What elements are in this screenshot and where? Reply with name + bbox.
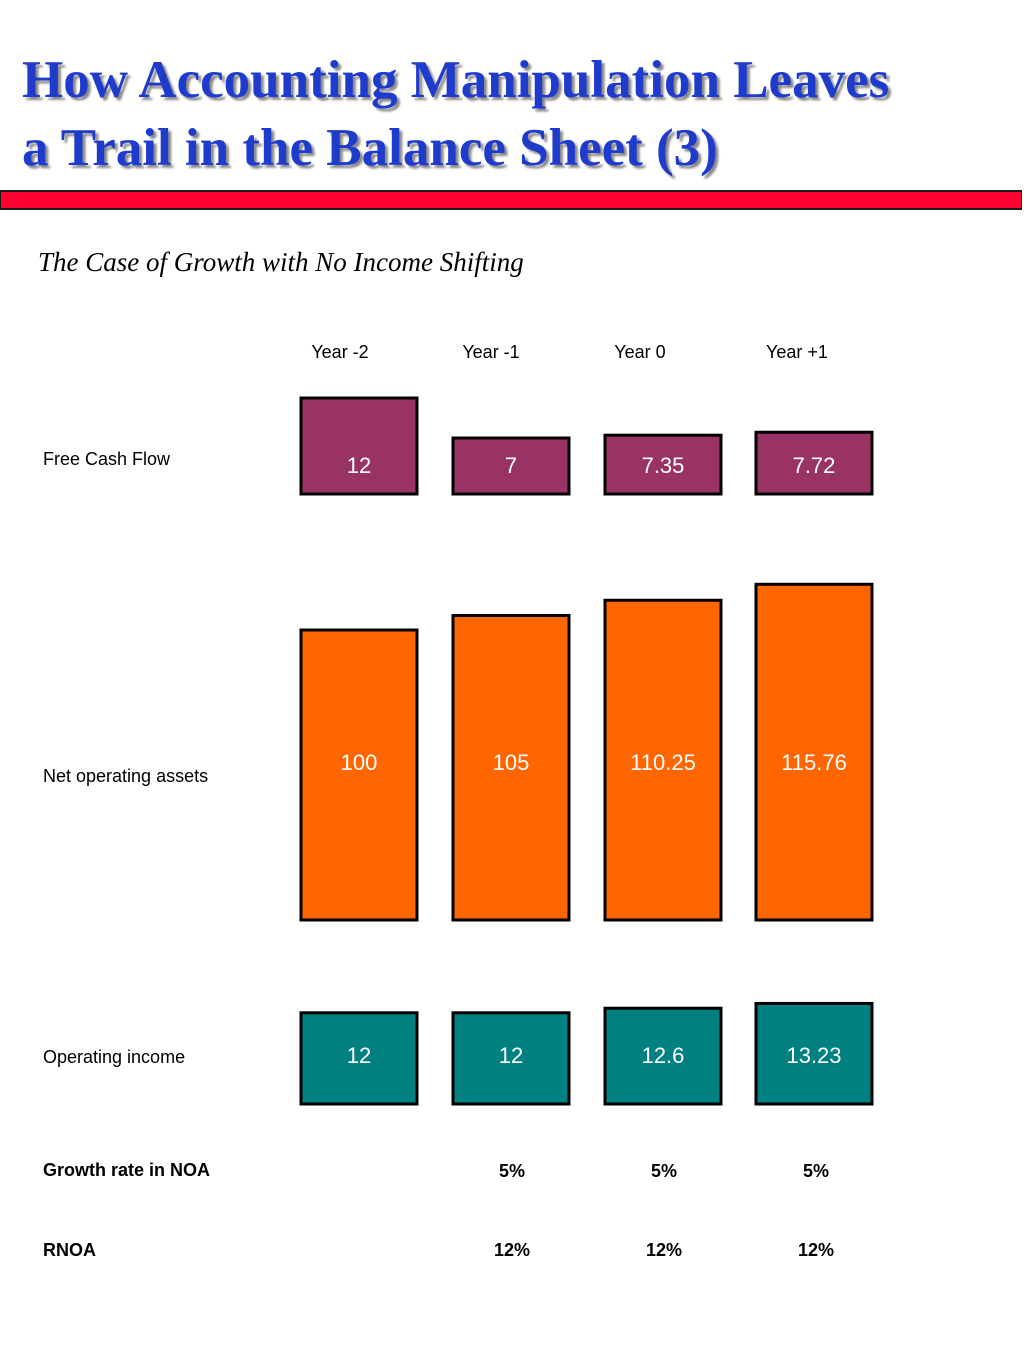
row-label-net-operating-assets: Net operating assets xyxy=(43,766,209,786)
row-label-free-cash-flow: Free Cash Flow xyxy=(43,449,171,469)
slide-title: How Accounting Manipulation Leaves a Tra… xyxy=(22,46,1012,182)
bar-operating-income-2 xyxy=(451,1011,571,1106)
rnoa-year-0: 12% xyxy=(645,1240,683,1260)
year-header-4: Year +1 xyxy=(766,342,828,362)
year-header-2: Year -1 xyxy=(462,342,520,362)
bar-free-cash-flow-2 xyxy=(451,436,571,496)
bar-free-cash-flow-1 xyxy=(299,396,419,496)
subtitle: The Case of Growth with No Income Shifti… xyxy=(38,247,524,277)
growth-rate-year-m1: 5% xyxy=(498,1161,525,1181)
row-label-operating-income: Operating income xyxy=(43,1047,186,1067)
bar-label-operating-income-4: 13.23 xyxy=(786,1043,841,1068)
year-header-3: Year 0 xyxy=(614,342,666,362)
bar-net-operating-assets-3 xyxy=(603,598,723,922)
bar-label-net-operating-assets-2: 105 xyxy=(493,750,530,775)
bar-label-operating-income-3: 12.6 xyxy=(642,1043,685,1068)
year-header-1: Year -2 xyxy=(311,342,369,362)
bar-operating-income-1 xyxy=(299,1011,419,1106)
bar-operating-income-3 xyxy=(603,1006,723,1106)
bar-free-cash-flow-4 xyxy=(754,430,874,496)
row-label-growth-rate: Growth rate in NOA xyxy=(43,1160,211,1180)
title-line-1: How Accounting Manipulation Leaves xyxy=(22,51,890,109)
bar-label-free-cash-flow-2: 7 xyxy=(505,453,517,478)
bar-free-cash-flow-3 xyxy=(603,433,723,496)
bar-label-net-operating-assets-4: 115.76 xyxy=(781,750,847,775)
rnoa-year-m1: 12% xyxy=(493,1240,531,1260)
bar-label-free-cash-flow-4: 7.72 xyxy=(793,453,836,478)
title-line-2: a Trail in the Balance Sheet (3) xyxy=(22,119,718,177)
bar-label-net-operating-assets-3: 110.25 xyxy=(630,750,696,775)
title-rule xyxy=(0,190,1022,210)
bar-label-free-cash-flow-1: 12 xyxy=(347,453,371,478)
rnoa-year-p1: 12% xyxy=(797,1240,835,1260)
bar-operating-income-4 xyxy=(754,1001,874,1106)
bar-label-operating-income-2: 12 xyxy=(499,1043,523,1068)
bar-label-operating-income-1: 12 xyxy=(347,1043,371,1068)
bar-label-net-operating-assets-1: 100 xyxy=(341,750,378,775)
bar-net-operating-assets-4 xyxy=(754,582,874,922)
growth-rate-year-0: 5% xyxy=(650,1161,677,1181)
growth-rate-year-p1: 5% xyxy=(802,1161,829,1181)
bar-net-operating-assets-1 xyxy=(299,628,419,922)
bar-label-free-cash-flow-3: 7.35 xyxy=(642,453,685,478)
row-label-rnoa: RNOA xyxy=(43,1240,96,1260)
bar-net-operating-assets-2 xyxy=(451,614,571,922)
